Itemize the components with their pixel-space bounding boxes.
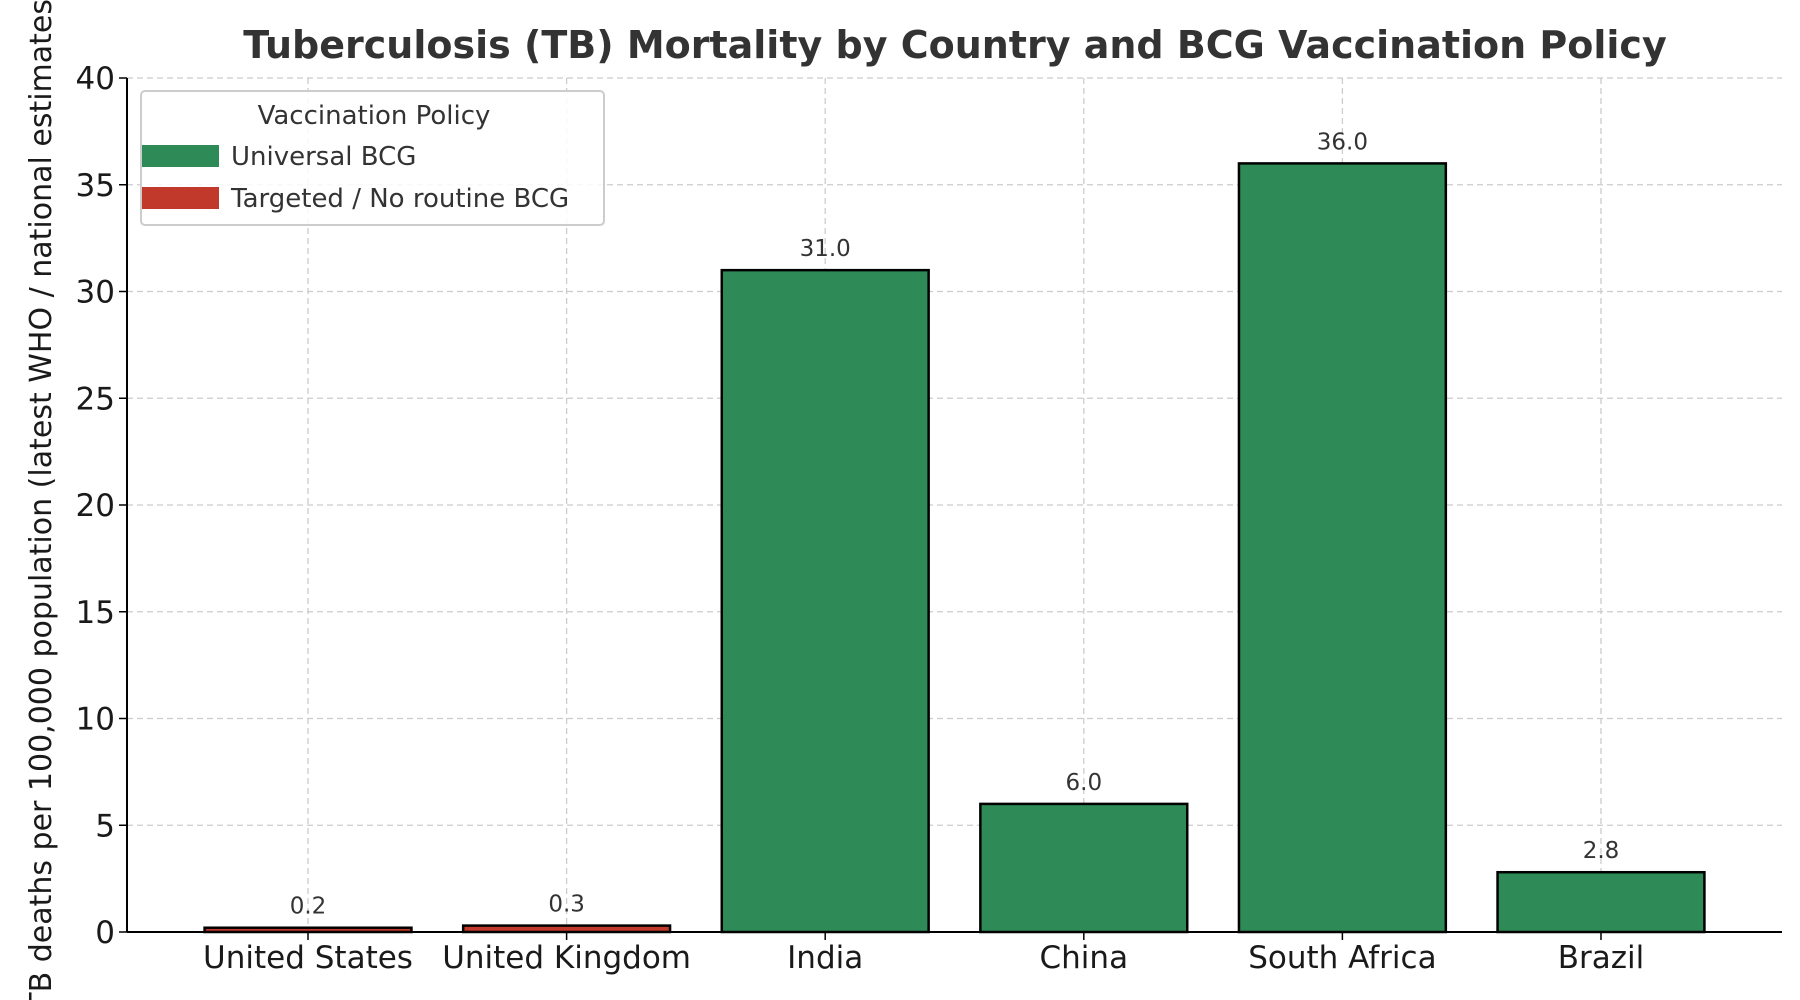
x-tick-label: United Kingdom bbox=[442, 940, 691, 976]
y-tick-label: 40 bbox=[76, 61, 115, 97]
x-tick-label: United States bbox=[203, 940, 413, 976]
y-tick-label: 10 bbox=[76, 702, 115, 738]
labels: 0.2 0.3 31.0 6.0 36.0 2.8 bbox=[290, 129, 1620, 919]
x-tick-label: Brazil bbox=[1558, 940, 1645, 976]
y-tick-label: 25 bbox=[76, 381, 115, 417]
legend-entry-label: Targeted / No routine BCG bbox=[230, 184, 569, 214]
bar-south-africa bbox=[1237, 162, 1448, 934]
legend-swatch bbox=[142, 187, 219, 209]
y-tick-label: 20 bbox=[76, 488, 115, 524]
x-tick-label: India bbox=[787, 940, 863, 976]
x-tick-label: South Africa bbox=[1248, 940, 1436, 976]
y-axis-label: TB deaths per 100,000 population (latest… bbox=[24, 0, 59, 1000]
legend-swatch bbox=[142, 145, 219, 167]
legend: Vaccination Policy Universal BCG Targeted … bbox=[140, 90, 605, 226]
chart-title: Tuberculosis (TB) Mortality by Country a… bbox=[243, 23, 1667, 67]
bar-china bbox=[979, 802, 1189, 934]
y-axis-label-group: TB deaths per 100,000 population (latest… bbox=[24, 0, 59, 1000]
legend-entry-label: Universal BCG bbox=[231, 142, 416, 172]
y-tick-label: 15 bbox=[76, 595, 115, 631]
value-label: 0.3 bbox=[548, 892, 585, 918]
bar-brazil bbox=[1496, 870, 1706, 934]
value-label: 31.0 bbox=[800, 236, 851, 262]
y-tick-label: 30 bbox=[76, 275, 115, 311]
x-tick-label: China bbox=[1040, 940, 1129, 976]
value-label: 36.0 bbox=[1317, 129, 1368, 155]
y-tick-label: 35 bbox=[76, 168, 115, 204]
value-label: 0.2 bbox=[290, 894, 327, 920]
value-label: 6.0 bbox=[1066, 770, 1103, 796]
axes: 0 5 10 15 20 25 30 35 40 United States United King… bbox=[76, 61, 1782, 976]
y-tick-label: 5 bbox=[95, 808, 115, 844]
bars bbox=[203, 162, 1706, 934]
bar-india bbox=[720, 268, 930, 934]
y-tick-label: 0 bbox=[95, 915, 115, 951]
legend-box bbox=[140, 90, 605, 226]
value-label: 2.8 bbox=[1583, 838, 1620, 864]
legend-title: Vaccination Policy bbox=[258, 101, 491, 131]
